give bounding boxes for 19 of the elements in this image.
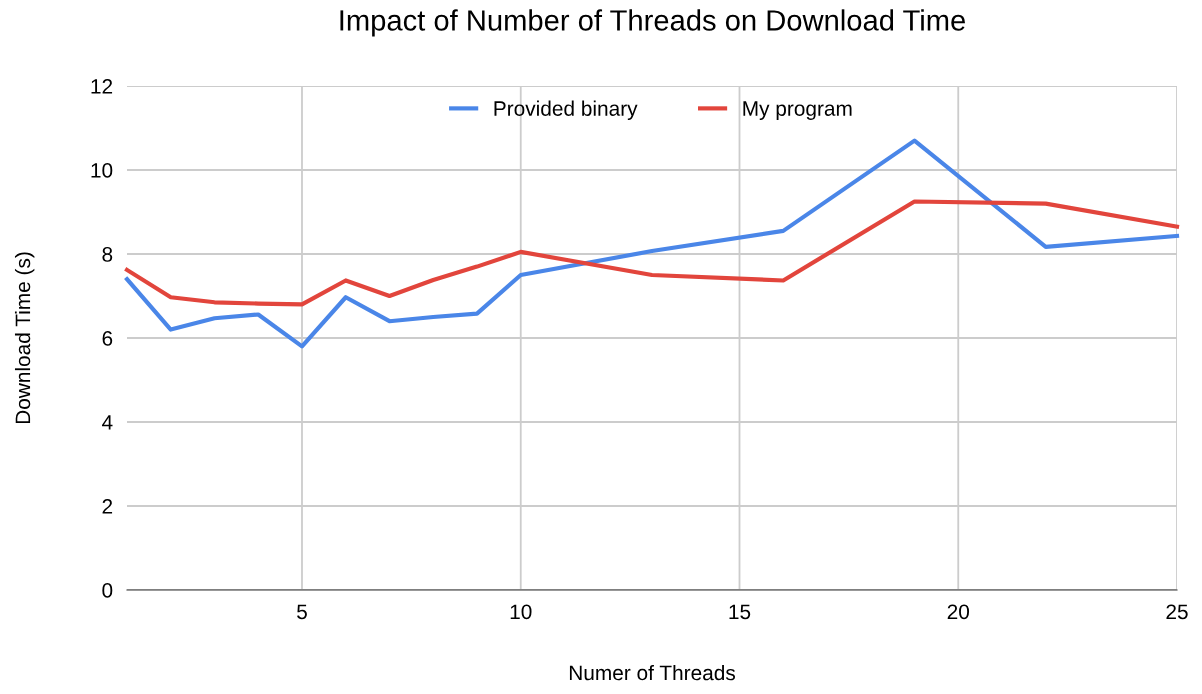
y-tick-label: 0 — [102, 583, 113, 598]
x-tick-label: 20 — [947, 604, 970, 620]
y-tick-label: 8 — [102, 247, 113, 262]
x-tick-label: 15 — [729, 604, 751, 620]
y-tick-label: 12 — [91, 79, 113, 94]
y-tick-label: 4 — [102, 415, 113, 430]
y-tick-label: 10 — [91, 163, 113, 178]
x-tick-label: 25 — [1166, 604, 1188, 620]
x-tick-label: 5 — [297, 604, 307, 620]
line-series — [124, 138, 1180, 349]
legend-label: Provided binary — [494, 100, 638, 120]
x-axis-title: Numer of Threads — [569, 664, 736, 681]
y-axis-title: Download Time (s) — [14, 252, 35, 424]
legend-label: My program — [743, 101, 852, 120]
y-tick-label: 6 — [102, 331, 113, 346]
chart-title: Impact of Number of Threads on Download Time — [340, 9, 965, 37]
line-series — [124, 199, 1180, 307]
y-tick-label: 2 — [102, 499, 113, 514]
x-tick-label: 10 — [510, 604, 532, 620]
